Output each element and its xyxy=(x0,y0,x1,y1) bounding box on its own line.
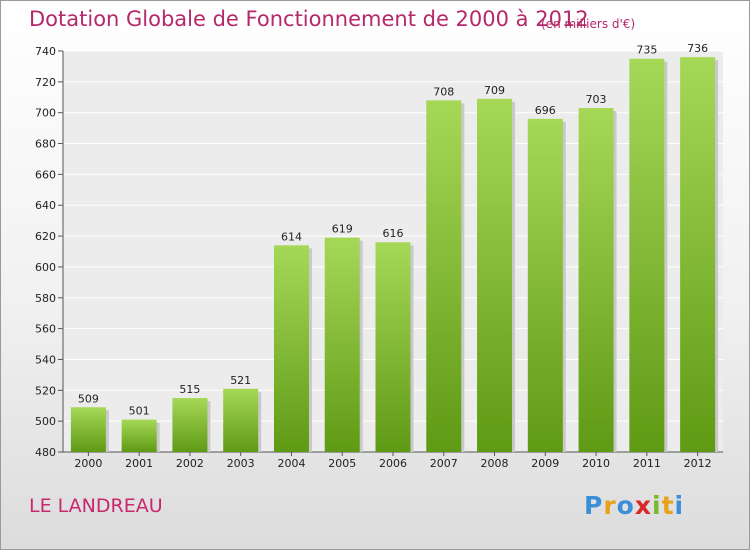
data-label: 735 xyxy=(636,44,657,57)
x-tick-label: 2012 xyxy=(684,457,712,470)
y-tick-label: 680 xyxy=(35,138,56,151)
logo-letter: P xyxy=(584,491,604,520)
x-tick-label: 2007 xyxy=(430,457,458,470)
x-tick-label: 2005 xyxy=(328,457,356,470)
x-tick-label: 2003 xyxy=(227,457,255,470)
data-label: 709 xyxy=(484,84,505,97)
y-tick-label: 640 xyxy=(35,199,56,212)
bar xyxy=(426,100,462,452)
logo-letter: t xyxy=(661,491,675,520)
bar xyxy=(324,237,360,452)
data-label: 614 xyxy=(281,230,302,243)
y-tick-label: 560 xyxy=(35,323,56,336)
y-tick-label: 540 xyxy=(35,353,56,366)
data-label: 619 xyxy=(332,223,353,236)
y-tick-label: 500 xyxy=(35,415,56,428)
y-tick-label: 480 xyxy=(35,446,56,459)
data-label: 509 xyxy=(78,392,99,405)
proxiti-logo: Proxiti xyxy=(584,491,684,520)
x-tick-label: 2009 xyxy=(531,457,559,470)
y-tick-label: 580 xyxy=(35,292,56,305)
bar xyxy=(121,419,157,452)
commune-name: LE LANDREAU xyxy=(29,495,163,517)
x-tick-label: 2006 xyxy=(379,457,407,470)
data-label: 501 xyxy=(129,405,150,418)
x-tick-label: 2004 xyxy=(277,457,305,470)
logo-letter: i xyxy=(674,491,685,520)
logo-letter: i xyxy=(652,491,662,520)
data-label: 708 xyxy=(433,85,454,98)
logo-letter: x xyxy=(634,491,652,520)
y-tick-label: 520 xyxy=(35,384,56,397)
y-tick-label: 600 xyxy=(35,261,56,274)
y-tick-label: 700 xyxy=(35,107,56,120)
y-tick-label: 620 xyxy=(35,230,56,243)
bar xyxy=(375,242,411,452)
x-tick-label: 2008 xyxy=(481,457,509,470)
data-label: 736 xyxy=(687,42,708,55)
x-tick-label: 2002 xyxy=(176,457,204,470)
logo-letter: r xyxy=(603,491,617,520)
bar xyxy=(172,398,208,452)
bar xyxy=(680,57,716,453)
bar xyxy=(273,245,309,452)
bar xyxy=(578,108,614,453)
y-tick-label: 740 xyxy=(35,45,56,58)
x-tick-label: 2000 xyxy=(74,457,102,470)
data-label: 703 xyxy=(586,93,607,106)
chart-title: Dotation Globale de Fonctionnement de 20… xyxy=(29,7,589,31)
bar xyxy=(70,407,106,452)
bar xyxy=(629,58,665,452)
logo-letter: o xyxy=(616,491,635,520)
bar xyxy=(477,98,513,453)
x-tick-label: 2001 xyxy=(125,457,153,470)
bar xyxy=(223,388,259,452)
chart-subtitle: (en milliers d'€) xyxy=(541,17,636,31)
y-tick-label: 660 xyxy=(35,168,56,181)
data-label: 616 xyxy=(383,227,404,240)
y-tick-label: 720 xyxy=(35,76,56,89)
data-label: 515 xyxy=(179,383,200,396)
data-label: 521 xyxy=(230,374,251,387)
x-tick-label: 2010 xyxy=(582,457,610,470)
bar xyxy=(527,118,563,452)
x-tick-label: 2011 xyxy=(633,457,661,470)
data-label: 696 xyxy=(535,104,556,117)
